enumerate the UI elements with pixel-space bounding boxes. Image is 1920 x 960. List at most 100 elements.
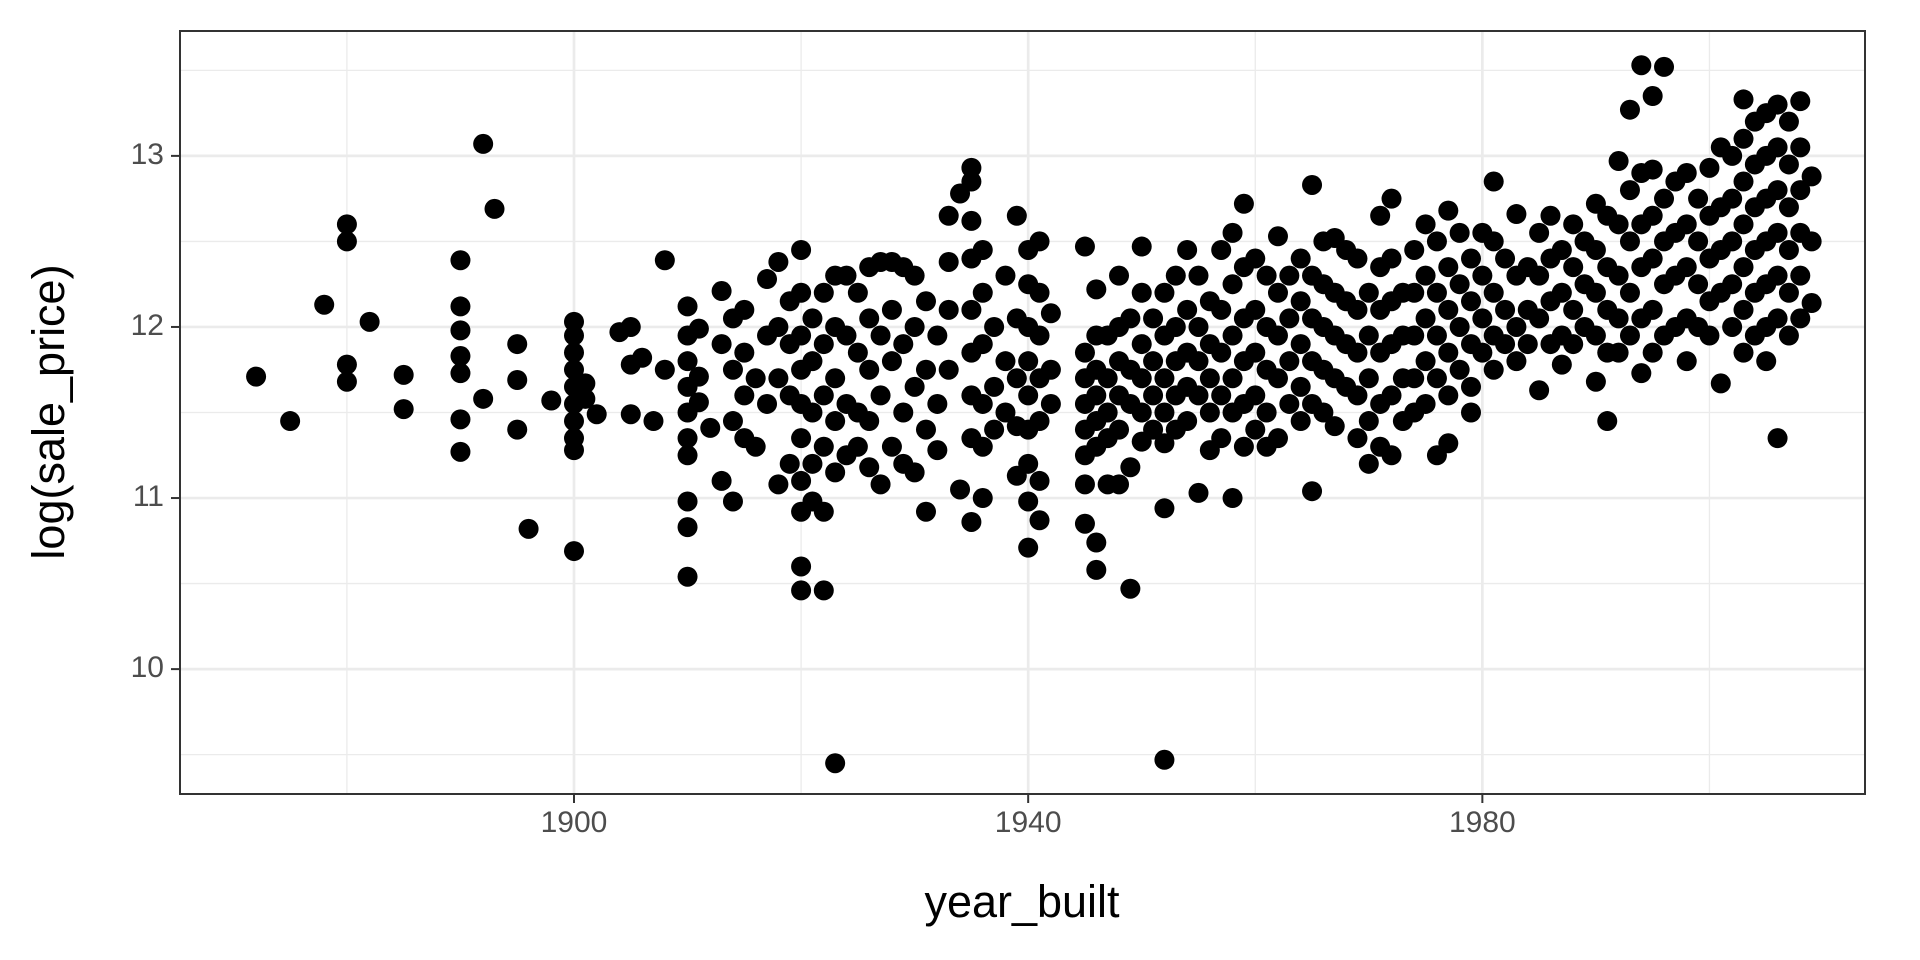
point <box>972 393 993 414</box>
point <box>813 436 834 457</box>
point <box>1006 368 1027 389</box>
point <box>1188 265 1209 286</box>
point <box>1290 411 1311 432</box>
point <box>995 265 1016 286</box>
point <box>1699 157 1720 178</box>
point <box>1483 282 1504 303</box>
point <box>791 428 812 449</box>
point <box>1154 433 1175 454</box>
x-tick-label: 1980 <box>1449 806 1516 839</box>
point <box>1415 265 1436 286</box>
point <box>1267 282 1288 303</box>
point <box>1245 299 1266 320</box>
point <box>1131 282 1152 303</box>
point <box>541 390 562 411</box>
point <box>1529 308 1550 329</box>
point <box>1676 214 1697 235</box>
point <box>450 296 471 317</box>
point <box>1381 385 1402 406</box>
point <box>620 316 641 337</box>
point <box>1551 239 1572 260</box>
point <box>1324 416 1345 437</box>
point <box>1426 231 1447 252</box>
point <box>1222 274 1243 295</box>
point <box>1722 274 1743 295</box>
point <box>802 453 823 474</box>
point <box>847 436 868 457</box>
point <box>1347 428 1368 449</box>
point <box>722 491 743 512</box>
point <box>1267 325 1288 346</box>
point <box>1642 342 1663 363</box>
point <box>563 342 584 363</box>
point <box>1767 180 1788 201</box>
point <box>734 385 755 406</box>
point <box>1086 532 1107 553</box>
point <box>1517 334 1538 355</box>
point <box>1415 351 1436 372</box>
point <box>677 517 698 538</box>
point <box>1529 380 1550 401</box>
point <box>1131 402 1152 423</box>
point <box>1438 257 1459 278</box>
point <box>1381 248 1402 269</box>
point <box>950 479 971 500</box>
point <box>972 436 993 457</box>
point <box>870 325 891 346</box>
point <box>1461 402 1482 423</box>
point <box>563 541 584 562</box>
point <box>1074 513 1095 534</box>
point <box>1370 205 1391 226</box>
point <box>1347 248 1368 269</box>
point <box>1086 559 1107 580</box>
point <box>1790 180 1811 201</box>
point <box>1472 265 1493 286</box>
point <box>1154 498 1175 519</box>
point <box>1245 248 1266 269</box>
point <box>677 566 698 587</box>
point <box>768 474 789 495</box>
point <box>825 411 846 432</box>
point <box>1086 385 1107 406</box>
point <box>1778 197 1799 218</box>
point <box>904 376 925 397</box>
point <box>507 369 528 390</box>
point <box>938 299 959 320</box>
point <box>711 334 732 355</box>
point <box>507 334 528 355</box>
point <box>745 436 766 457</box>
point <box>779 453 800 474</box>
y-tick-label: 10 <box>131 651 164 684</box>
point <box>1154 749 1175 770</box>
point <box>722 359 743 380</box>
point <box>1154 368 1175 389</box>
point <box>1415 393 1436 414</box>
point <box>1404 282 1425 303</box>
point <box>336 354 357 375</box>
point <box>1381 188 1402 209</box>
point <box>1267 226 1288 247</box>
point <box>813 580 834 601</box>
point <box>825 753 846 774</box>
point <box>802 308 823 329</box>
point <box>1029 231 1050 252</box>
point <box>1074 236 1095 257</box>
point <box>1426 325 1447 346</box>
point <box>1313 402 1334 423</box>
point <box>972 334 993 355</box>
point <box>1801 166 1822 187</box>
point <box>1619 325 1640 346</box>
point <box>1006 205 1027 226</box>
point <box>1699 325 1720 346</box>
point <box>1790 308 1811 329</box>
point <box>1585 282 1606 303</box>
point <box>1165 316 1186 337</box>
point <box>1778 325 1799 346</box>
point <box>1199 368 1220 389</box>
point <box>1199 402 1220 423</box>
point <box>1790 91 1811 112</box>
point <box>1109 265 1130 286</box>
point <box>984 316 1005 337</box>
point <box>1143 419 1164 440</box>
point <box>836 265 857 286</box>
